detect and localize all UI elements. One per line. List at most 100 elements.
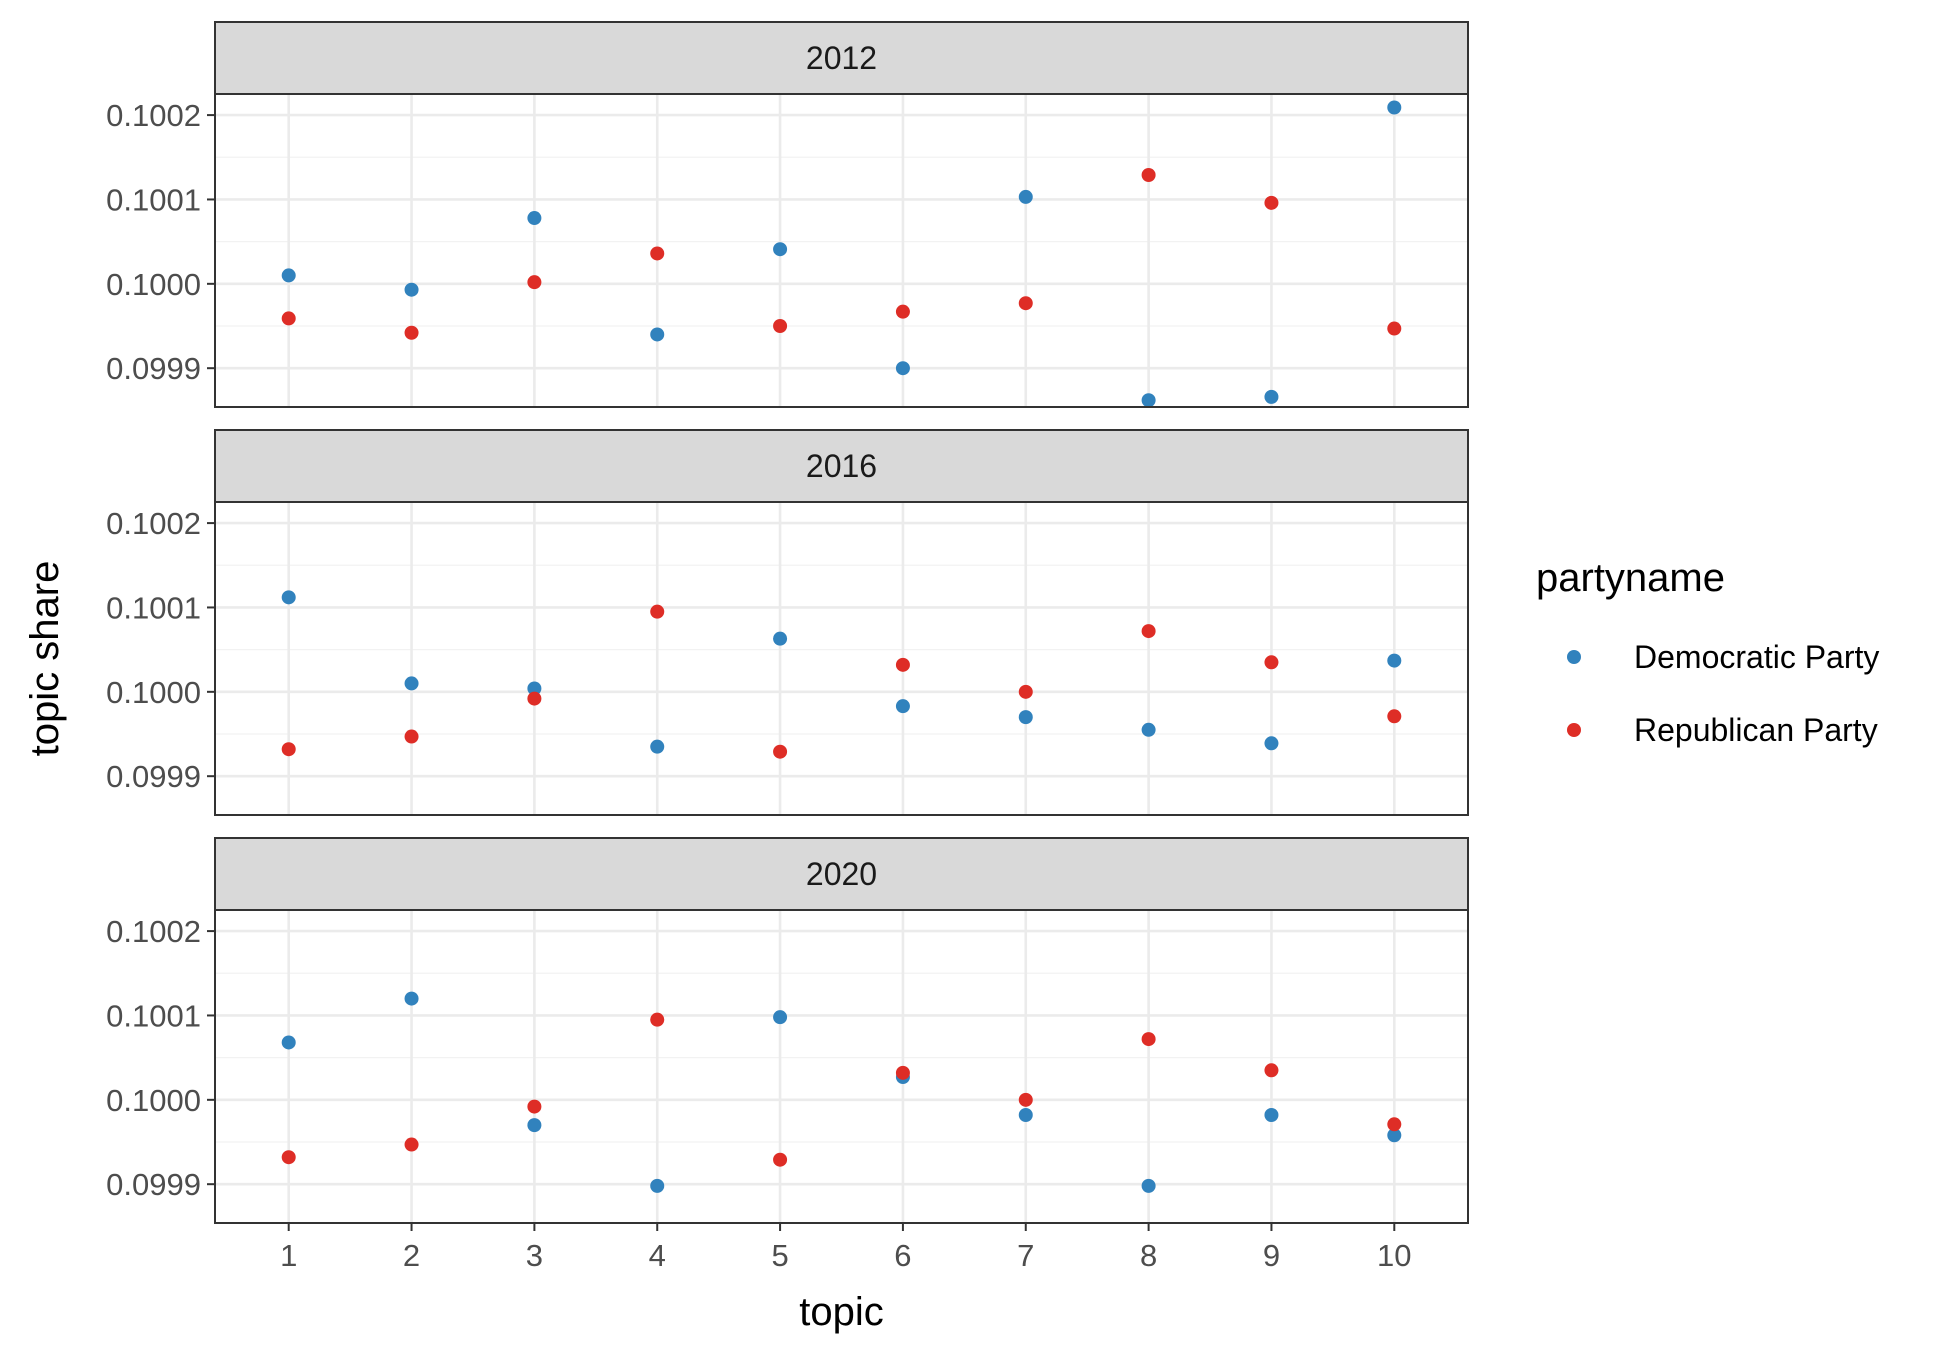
- point-republican-party: [650, 1012, 665, 1027]
- point-democratic-party: [773, 242, 788, 257]
- point-democratic-party: [1387, 653, 1402, 668]
- x-tick-label: 8: [1140, 1238, 1157, 1273]
- point-republican-party: [895, 304, 910, 319]
- point-republican-party: [1387, 321, 1402, 336]
- facet-strip-label: 2020: [806, 856, 877, 892]
- point-republican-party: [1141, 1032, 1156, 1047]
- point-republican-party: [1264, 195, 1279, 210]
- point-democratic-party: [1141, 393, 1156, 408]
- y-tick-label: 0.0999: [106, 1167, 201, 1202]
- x-tick-label: 4: [649, 1238, 666, 1273]
- point-democratic-party: [1387, 1128, 1402, 1143]
- x-tick-label: 2: [403, 1238, 420, 1273]
- legend-label-republican-party: Republican Party: [1634, 712, 1878, 748]
- point-republican-party: [527, 691, 542, 706]
- point-republican-party: [1387, 1117, 1402, 1132]
- point-democratic-party: [527, 1118, 542, 1133]
- facet-strip-2012: [214, 21, 1469, 95]
- facet-strip-2016: [214, 429, 1469, 503]
- x-tick-label: 3: [526, 1238, 543, 1273]
- point-republican-party: [404, 1137, 419, 1152]
- point-democratic-party: [1018, 1108, 1033, 1123]
- point-democratic-party: [404, 991, 419, 1006]
- point-democratic-party: [895, 361, 910, 376]
- facet-strip-label: 2012: [806, 40, 877, 76]
- point-democratic-party: [404, 282, 419, 297]
- point-republican-party: [404, 325, 419, 340]
- point-republican-party: [281, 1150, 296, 1165]
- y-tick-label: 0.0999: [106, 759, 201, 794]
- y-tick-label: 0.1000: [106, 675, 201, 710]
- panel-border: [214, 93, 1469, 408]
- point-democratic-party: [650, 327, 665, 342]
- point-republican-party: [1141, 624, 1156, 639]
- point-democratic-party: [1141, 1178, 1156, 1193]
- point-democratic-party: [895, 699, 910, 714]
- point-democratic-party: [773, 631, 788, 646]
- point-republican-party: [281, 311, 296, 326]
- point-republican-party: [1018, 684, 1033, 699]
- point-republican-party: [527, 275, 542, 290]
- point-republican-party: [404, 729, 419, 744]
- y-tick-label: 0.1001: [106, 182, 201, 217]
- point-republican-party: [281, 742, 296, 757]
- legend-key-republican-party: [1567, 723, 1581, 737]
- point-democratic-party: [281, 268, 296, 283]
- point-republican-party: [1018, 1092, 1033, 1107]
- y-tick-label: 0.1001: [106, 590, 201, 625]
- y-tick-label: 0.1000: [106, 267, 201, 302]
- facet-strip-label: 2016: [806, 448, 877, 484]
- point-democratic-party: [281, 590, 296, 605]
- point-republican-party: [650, 604, 665, 619]
- point-democratic-party: [404, 676, 419, 691]
- panel-background: [215, 910, 1468, 1223]
- x-tick-label: 1: [280, 1238, 297, 1273]
- x-axis-title: topic: [799, 1290, 884, 1334]
- point-democratic-party: [650, 739, 665, 754]
- point-democratic-party: [773, 1010, 788, 1025]
- point-democratic-party: [1018, 189, 1033, 204]
- point-democratic-party: [1264, 736, 1279, 751]
- point-democratic-party: [1141, 722, 1156, 737]
- panel-border: [214, 909, 1469, 1224]
- point-democratic-party: [1264, 389, 1279, 404]
- legend-label-democratic-party: Democratic Party: [1634, 639, 1879, 675]
- point-republican-party: [650, 246, 665, 261]
- x-tick-label: 5: [771, 1238, 788, 1273]
- point-democratic-party: [1264, 1108, 1279, 1123]
- legend-title: partyname: [1536, 556, 1725, 600]
- point-republican-party: [527, 1099, 542, 1114]
- point-republican-party: [773, 1152, 788, 1167]
- panel-background: [215, 94, 1468, 407]
- point-republican-party: [1387, 709, 1402, 724]
- x-tick-label: 7: [1017, 1238, 1034, 1273]
- point-republican-party: [1141, 167, 1156, 182]
- point-republican-party: [895, 657, 910, 672]
- point-democratic-party: [1018, 710, 1033, 725]
- y-tick-label: 0.1002: [106, 914, 201, 949]
- point-republican-party: [1264, 655, 1279, 670]
- point-democratic-party: [527, 681, 542, 696]
- point-republican-party: [1018, 296, 1033, 311]
- y-tick-label: 0.1002: [106, 98, 201, 133]
- point-democratic-party: [281, 1035, 296, 1050]
- y-tick-label: 0.1002: [106, 506, 201, 541]
- point-democratic-party: [1387, 100, 1402, 115]
- point-republican-party: [773, 319, 788, 334]
- y-tick-label: 0.1001: [106, 998, 201, 1033]
- x-tick-label: 9: [1263, 1238, 1280, 1273]
- y-tick-label: 0.1000: [106, 1083, 201, 1118]
- point-republican-party: [1264, 1063, 1279, 1078]
- legend-key-democratic-party: [1567, 650, 1581, 664]
- point-republican-party: [895, 1065, 910, 1080]
- x-tick-label: 10: [1377, 1238, 1411, 1273]
- facet-strip-2020: [214, 837, 1469, 911]
- panel-background: [215, 502, 1468, 815]
- panel-border: [214, 501, 1469, 816]
- x-tick-label: 6: [894, 1238, 911, 1273]
- y-tick-label: 0.0999: [106, 351, 201, 386]
- point-democratic-party: [650, 1178, 665, 1193]
- point-republican-party: [773, 744, 788, 759]
- y-axis-title: topic share: [23, 561, 67, 757]
